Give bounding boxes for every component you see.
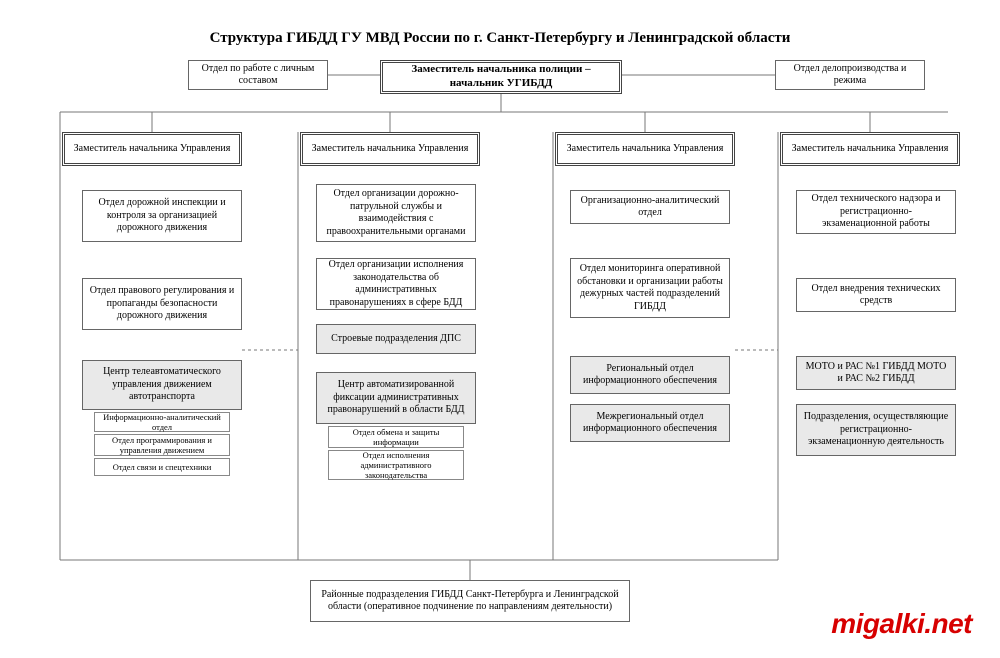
col1-item2: Строевые подразделения ДПС [316, 324, 476, 354]
col0-item2-sub0: Информационно-аналитический отдел [94, 412, 230, 432]
col2-item2: Региональный отдел информационного обесп… [570, 356, 730, 394]
watermark: migalki.net [831, 608, 972, 640]
col1-item3: Центр автоматизированной фиксации админи… [316, 372, 476, 424]
col3-item2: МОТО и РАС №1 ГИБДД МОТО и РАС №2 ГИБДД [796, 356, 956, 390]
col3-item1: Отдел внедрения технических средств [796, 278, 956, 312]
col0-item2: Центр телеавтоматического управления дви… [82, 360, 242, 410]
col0-item0: Отдел дорожной инспекции и контроля за о… [82, 190, 242, 242]
side-right-node: Отдел делопроизводства и режима [775, 60, 925, 90]
root-node: Заместитель начальника полиции – начальн… [380, 60, 622, 94]
bottom-node: Районные подразделения ГИБДД Санкт-Петер… [310, 580, 630, 622]
col0-item2-sub1: Отдел программирования и управления движ… [94, 434, 230, 456]
col1-item3-sub0: Отдел обмена и защиты информации [328, 426, 464, 448]
col3-item0: Отдел технического надзора и регистрацио… [796, 190, 956, 234]
col-head-0: Заместитель начальника Управления [62, 132, 242, 166]
col1-item3-sub1: Отдел исполнения административного закон… [328, 450, 464, 480]
side-left-node: Отдел по работе с личным составом [188, 60, 328, 90]
col-head-2: Заместитель начальника Управления [555, 132, 735, 166]
col-head-3: Заместитель начальника Управления [780, 132, 960, 166]
col0-item1: Отдел правового регулирования и пропаган… [82, 278, 242, 330]
col1-item0: Отдел организации дорожно-патрульной слу… [316, 184, 476, 242]
col-head-1: Заместитель начальника Управления [300, 132, 480, 166]
col2-item3: Межрегиональный отдел информационного об… [570, 404, 730, 442]
col2-item1: Отдел мониторинга оперативной обстановки… [570, 258, 730, 318]
col2-item0: Организационно-аналитический отдел [570, 190, 730, 224]
page-title: Структура ГИБДД ГУ МВД России по г. Санк… [0, 30, 1000, 47]
col1-item1: Отдел организации исполнения законодател… [316, 258, 476, 310]
col3-item3: Подразделения, осуществляющие регистраци… [796, 404, 956, 456]
col0-item2-sub2: Отдел связи и спецтехники [94, 458, 230, 476]
